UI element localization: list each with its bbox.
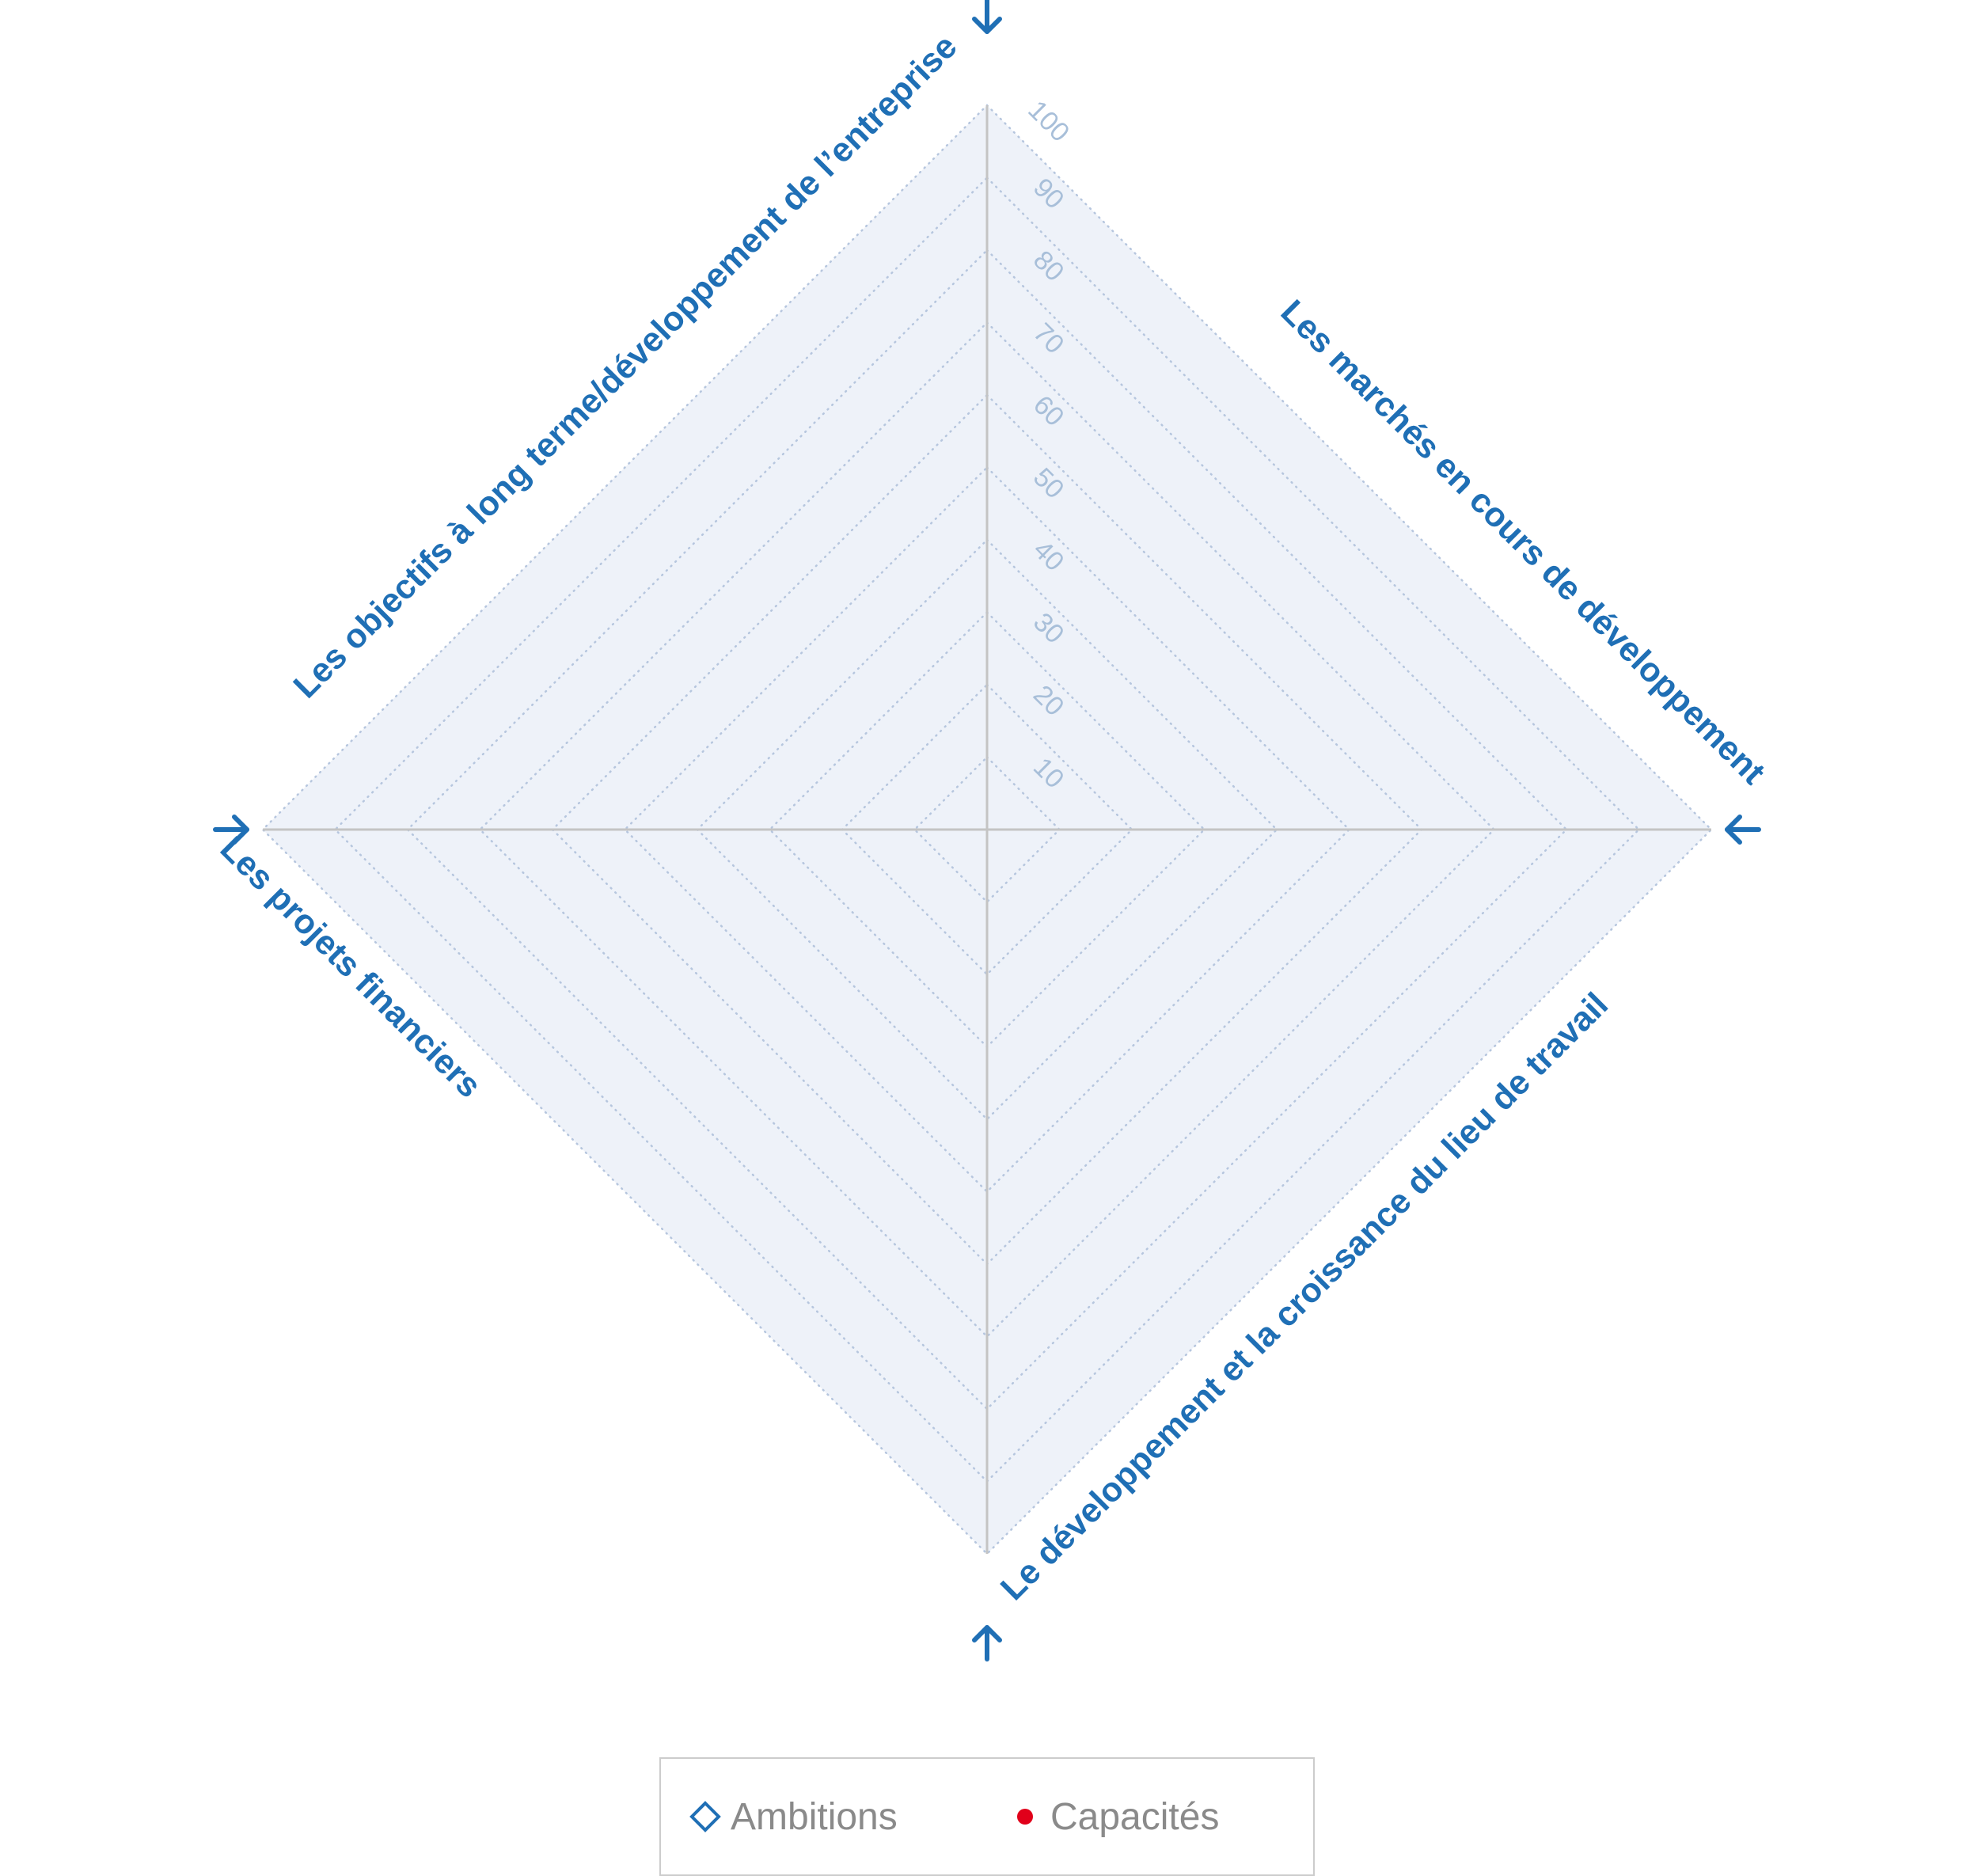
arrow-right-icon	[213, 815, 249, 845]
arrow-down-icon	[972, 0, 1002, 34]
legend-item-ambitions[interactable]: Ambitions	[689, 1759, 898, 1874]
arrow-left-icon	[1725, 815, 1761, 845]
radar-axes	[263, 105, 1711, 1554]
tick-label-100: 100	[1022, 95, 1075, 148]
grid-ring-10	[913, 755, 1061, 904]
legend-label-ambitions: Ambitions	[731, 1795, 898, 1838]
red-dot-icon	[1017, 1809, 1033, 1825]
grid-ring-40	[696, 538, 1278, 1121]
grid-ring-80	[406, 249, 1568, 1411]
diamond-outline-icon	[689, 1801, 721, 1832]
arrow-up-icon	[972, 1625, 1002, 1661]
legend-item-capacites[interactable]: Capacités	[1009, 1759, 1219, 1874]
legend-label-capacites: Capacités	[1050, 1795, 1220, 1838]
axis-arrows	[213, 0, 1761, 1661]
grid-ring-50	[623, 465, 1351, 1194]
legend: Ambitions Capacités	[659, 1757, 1315, 1876]
grid-ring-100	[261, 104, 1713, 1555]
